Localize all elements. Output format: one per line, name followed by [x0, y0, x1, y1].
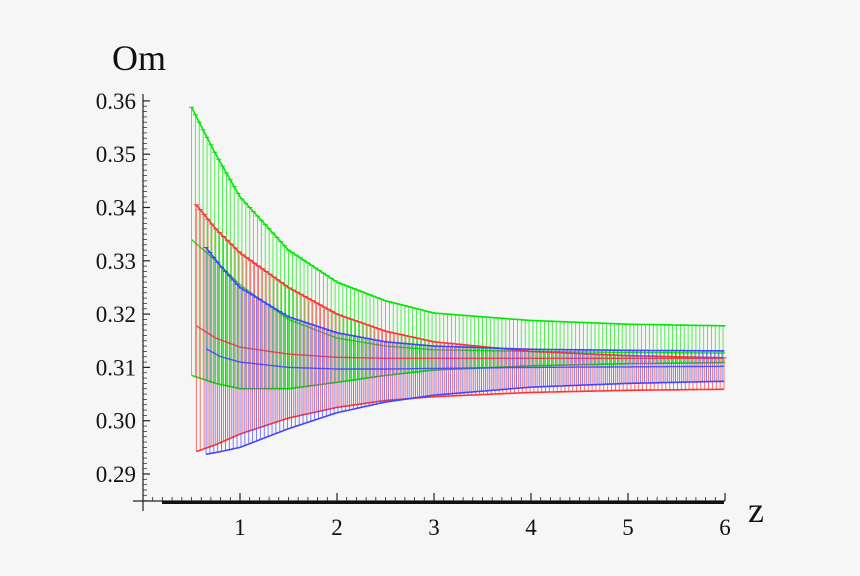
error-band-series: [193, 204, 727, 453]
x-tick-label: 1: [234, 515, 246, 540]
y-tick-label: 0.33: [96, 249, 136, 274]
y-tick-label: 0.35: [96, 142, 136, 167]
center-line: [195, 325, 724, 359]
x-ticks: 1 2 3 4 5 6: [152, 493, 731, 540]
x-tick-label: 6: [719, 515, 731, 540]
y-minor-ticks: [143, 105, 147, 502]
x-tick-label: 2: [331, 515, 343, 540]
y-tick-label: 0.34: [96, 196, 137, 221]
y-tick-label: 0.32: [96, 302, 136, 327]
upper-bound-line: [190, 106, 725, 327]
axes: 0.29 0.30 0.31 0.32 0.33 0.34 0.35 0.36 1 2 3 4 5 6: [96, 89, 731, 540]
x-tick-label: 3: [428, 515, 440, 540]
error-bands: [189, 106, 727, 456]
x-axis-title: z: [748, 490, 764, 530]
y-tick-label: 0.36: [96, 89, 136, 114]
upper-bound-line: [195, 204, 725, 359]
error-band-series: [203, 246, 725, 456]
center-line: [205, 348, 724, 370]
y-major-ticks: 0.29 0.30 0.31 0.32 0.33 0.34 0.35 0.36: [96, 89, 150, 487]
upper-bound-line: [205, 247, 724, 352]
x-tick-label: 4: [525, 515, 537, 540]
y-tick-label: 0.31: [96, 355, 136, 380]
x-tick-label: 5: [622, 515, 634, 540]
lower-bound-line: [196, 388, 724, 453]
y-tick-label: 0.29: [96, 462, 136, 487]
lower-bound-line: [205, 380, 724, 456]
y-tick-label: 0.30: [96, 409, 136, 434]
center-line: [191, 238, 725, 354]
y-axis-title: Om: [112, 38, 166, 78]
